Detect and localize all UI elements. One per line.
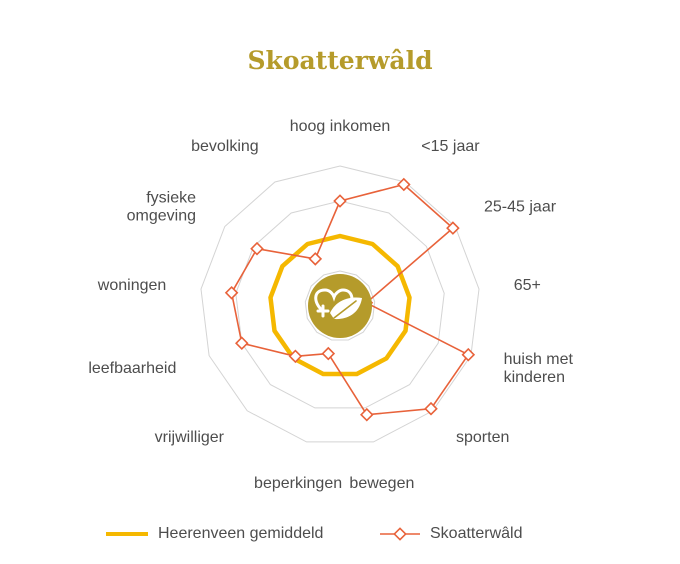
data-point-hoog-inkomen [333,194,347,208]
data-point-beperkingen [321,346,336,361]
legend-line-average [106,532,148,536]
axis-label-bevolking: bevolking [191,138,259,155]
axis-label-line: 25-45 jaar [484,199,557,216]
legend-item-average: Heerenveen gemiddeld [106,522,323,546]
axis-labels: hoog inkomen <15 jaar 25-45 jaar 65+ huish m… [88,118,573,492]
grid-ring [235,200,445,409]
axis-label-leefbaarheid: leefbaarheid [88,360,176,377]
axis-label-65-: 65+ [514,277,541,294]
legend-label-average: Heerenveen gemiddeld [158,525,324,542]
axis-label-vrijwilliger: vrijwilliger [155,429,225,446]
data-point--15-jaar [397,177,411,192]
axis-label--15-jaar: <15 jaar [421,138,480,155]
axis-label-line: bewegen [349,475,414,492]
data-point-leefbaarheid [235,336,249,350]
axis-label-fysieke-omgeving: fysieke omgeving [127,190,196,225]
axis-label-line: <15 jaar [421,138,480,155]
chart-title: Skoatterwâld [247,46,433,75]
axis-label-line: vrijwilliger [155,429,225,446]
axis-label-line: 65+ [514,277,541,294]
data-point-bevolking [308,252,323,266]
data-point-sporten [424,401,438,416]
axis-label-line: hoog inkomen [290,118,391,135]
axis-label-hoog-inkomen: hoog inkomen [290,118,391,135]
series-line-1 [230,183,470,416]
axis-label-huish-met-kinderen: huish met kinderen [504,351,574,386]
radar-chart: hoog inkomen <15 jaar 25-45 jaar 65+ huish m… [88,118,573,492]
data-point-vrijwilliger [288,349,303,364]
legend-label-skoatterwald: Skoatterwâld [430,525,523,542]
health-leaf-icon [308,274,372,338]
grid-ring [304,270,376,341]
series-line-0 [268,233,412,377]
axis-label-line: huish met [504,351,574,368]
data-point-bewegen [360,407,374,422]
axis-label-line: omgeving [127,208,196,225]
axis-label-line: leefbaarheid [88,360,176,377]
data-point-huish-met-kinderen [461,347,476,362]
data-point-25-45-jaar [446,221,460,235]
axis-label-line: kinderen [504,369,565,386]
legend-marker-skoatterwald [380,527,420,541]
axis-label-line: woningen [97,277,167,294]
data-point-woningen [224,286,239,300]
axis-label-sporten: sporten [456,429,509,446]
axis-label-line: sporten [456,429,509,446]
data-point-fysieke-omgeving [250,241,264,256]
axis-label-bewegen: bewegen [349,475,414,492]
axis-label-woningen: woningen [97,277,167,294]
grid-ring [200,165,480,443]
axis-label-beperkingen: beperkingen [254,475,342,492]
axis-label-line: fysieke [146,190,196,207]
radar-series [224,177,476,422]
axis-label-line: beperkingen [254,475,342,492]
legend-item-skoatterwald: Skoatterwâld [380,522,523,546]
axis-label-line: bevolking [191,138,259,155]
axis-label-25-45-jaar: 25-45 jaar [484,199,557,216]
